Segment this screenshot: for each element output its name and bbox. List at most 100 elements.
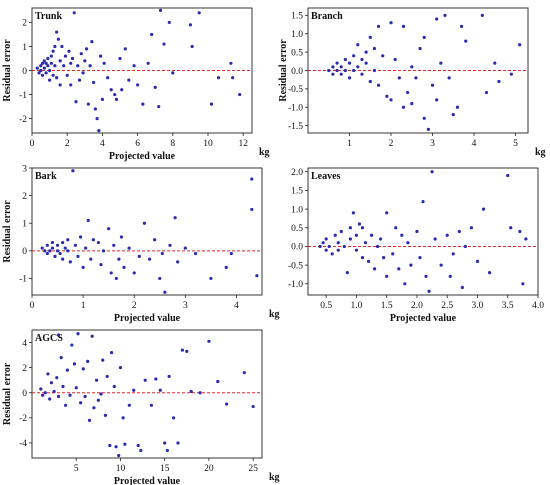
data-point (114, 276, 118, 281)
data-point (62, 64, 66, 68)
data-point (348, 226, 352, 230)
y-tick-label: 1 (22, 43, 27, 53)
data-point (66, 249, 70, 253)
data-point (255, 274, 259, 278)
data-point (459, 24, 464, 28)
data-point (39, 68, 43, 73)
data-point (418, 256, 422, 260)
data-point (55, 376, 59, 380)
data-point (509, 226, 513, 230)
data-point (376, 24, 381, 28)
y-tick-label: 0.5 (291, 224, 303, 234)
data-point (394, 226, 398, 230)
data-point (95, 116, 99, 121)
data-point (389, 21, 393, 25)
x-tick-label: 2 (65, 139, 70, 149)
data-point (382, 256, 386, 260)
data-point (68, 260, 72, 264)
data-point (55, 243, 60, 247)
data-point (363, 241, 368, 245)
data-point (94, 378, 99, 382)
data-point (68, 393, 72, 397)
plot-frame (31, 329, 263, 459)
data-point (107, 227, 111, 231)
data-point (132, 388, 136, 392)
data-point (455, 105, 460, 109)
x-tick-label: 0.5 (320, 301, 332, 311)
x-axis-label: Projected value (114, 313, 181, 324)
data-point (81, 367, 85, 371)
data-point (61, 384, 65, 389)
data-point (406, 90, 410, 95)
x-tick-label: 4 (100, 139, 105, 149)
data-point (352, 68, 356, 73)
data-point (37, 71, 41, 75)
data-point (56, 333, 61, 337)
data-point (379, 237, 383, 241)
data-point (53, 64, 57, 68)
data-point (114, 97, 119, 101)
x-tick-label: 20 (204, 464, 214, 474)
y-tick-label: 0 (22, 389, 27, 399)
data-point (42, 66, 46, 70)
y-tick-label: 0.0 (291, 67, 303, 77)
data-point (96, 240, 101, 245)
y-axis-label: Residual error (2, 362, 13, 425)
x-tick-label: 4.0 (532, 301, 544, 311)
data-point (424, 274, 428, 278)
data-point (366, 259, 371, 263)
data-point (176, 260, 180, 264)
data-point (216, 379, 220, 384)
data-point (443, 13, 447, 17)
data-point (176, 441, 180, 445)
data-point (69, 83, 73, 87)
data-point (114, 445, 118, 449)
data-point (165, 448, 169, 453)
data-point (35, 66, 39, 70)
data-point (189, 389, 193, 394)
data-point (173, 216, 177, 220)
data-point (369, 233, 374, 237)
data-point (49, 61, 53, 65)
data-point (55, 249, 60, 253)
data-point (76, 64, 80, 68)
data-point (360, 57, 364, 62)
y-tick-label: 2 (22, 364, 27, 374)
data-point (73, 243, 78, 247)
data-point (351, 211, 355, 215)
data-point (480, 13, 484, 17)
data-point (198, 391, 202, 395)
data-point (78, 235, 83, 239)
data-point (46, 372, 50, 376)
data-point (93, 107, 97, 111)
data-point (39, 387, 43, 391)
data-point (49, 54, 53, 58)
data-point (497, 79, 501, 84)
data-point (46, 64, 50, 68)
y-tick-label: -1 (19, 275, 27, 285)
y-axis-label: Residual error (278, 39, 289, 102)
data-point (74, 386, 78, 390)
agcs-panel: 5 10 15 20 25 -4 -2 0 2 4 AGCS kg Projected value Res… (2, 329, 280, 485)
data-point (90, 334, 94, 338)
data-point (76, 254, 80, 258)
data-point (43, 249, 47, 253)
x-tick-label: 3 (183, 301, 188, 311)
data-point (509, 72, 513, 76)
data-point (385, 94, 389, 98)
y-tick-label: 1.5 (291, 12, 303, 22)
data-point (60, 44, 64, 49)
data-point (360, 256, 365, 260)
x-tick-label: 3 (430, 139, 435, 149)
data-point (153, 85, 157, 89)
data-point (167, 374, 171, 379)
data-point (435, 17, 439, 21)
data-point (318, 244, 322, 249)
data-point (56, 394, 61, 399)
data-point (229, 251, 233, 256)
data-point (324, 248, 328, 252)
data-point (158, 8, 163, 13)
data-point (89, 257, 93, 261)
data-point (65, 368, 69, 372)
